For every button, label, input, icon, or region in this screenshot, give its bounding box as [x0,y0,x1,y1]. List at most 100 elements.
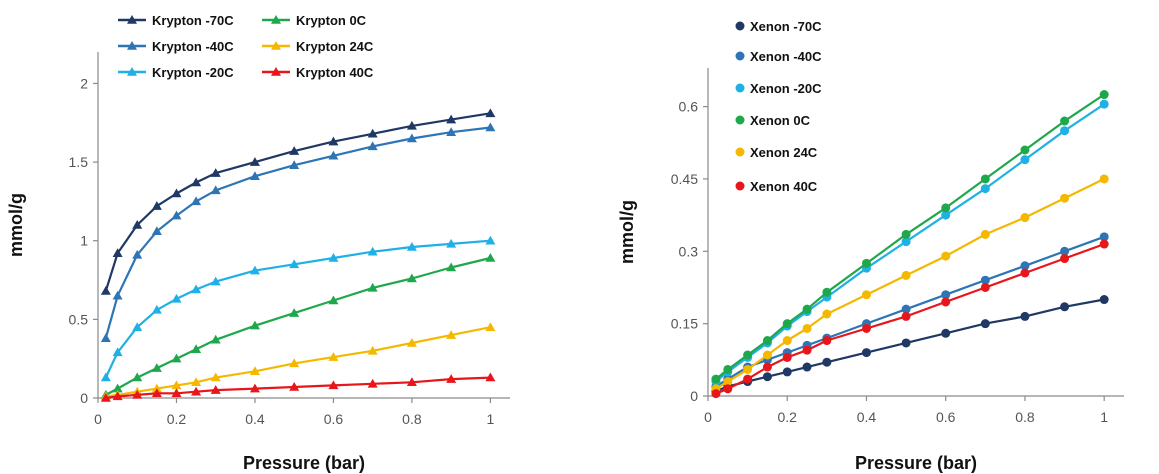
data-point [328,253,339,262]
data-point [151,226,162,236]
legend-item: Xenon 0C [735,113,811,128]
data-point [861,290,871,300]
x-tick-label: 0.2 [778,409,798,425]
data-point [446,374,457,383]
axes: 0 0.5 1 1.5 2 0 0.2 0.4 0.6 0.8 1 Pressure (bar) mmo… [6,52,510,473]
data-point [132,389,143,399]
data-point [941,203,951,213]
series-xenon-40c [711,239,1109,399]
data-point [191,344,202,353]
data-point [249,366,260,376]
series-line [104,239,491,379]
data-point [1060,254,1070,264]
series-line [715,298,1105,393]
data-point [743,364,753,374]
data-point [941,210,951,220]
data-point [171,293,182,303]
data-point [367,345,378,355]
data-point [782,367,792,377]
data-point [735,51,745,61]
data-point [1020,145,1030,155]
data-point [406,133,417,143]
legend-label: Xenon 24C [750,145,818,160]
data-point [171,380,182,390]
data-point [802,304,812,314]
x-axis-title: Pressure (bar) [855,453,977,473]
data-point [802,323,812,333]
data-point [406,120,417,130]
series-line [715,243,1105,395]
data-point [289,381,300,391]
data-point [901,304,911,314]
data-point [328,136,339,146]
data-point [446,127,457,136]
data-point [446,330,457,339]
x-tick-label: 0.6 [936,409,956,425]
series-krypton-70c [100,108,496,295]
data-point [132,322,143,331]
y-tick-label: 0.3 [679,243,699,259]
axes: 0 0.15 0.3 0.45 0.6 0 0.2 0.4 0.6 0.8 1 Pressure (b… [617,68,1124,473]
data-point [861,323,871,333]
data-point [743,350,753,360]
data-point [132,249,143,259]
series-line [104,112,491,292]
legend-label: Krypton -20C [152,65,234,80]
data-point [210,276,221,286]
data-point [171,210,182,220]
data-point [191,177,202,187]
data-point [289,308,300,317]
legend-label: Xenon -40C [750,49,822,64]
data-point [1020,311,1030,321]
data-point [367,141,378,151]
x-tick-label: 0.8 [402,411,422,427]
data-point [132,372,143,382]
data-point [367,128,378,138]
series-line [104,126,491,339]
data-point [249,171,260,180]
data-point [485,372,496,382]
y-tick-label: 0.6 [679,99,699,115]
data-point [941,297,951,307]
data-point [1060,126,1070,136]
data-point [249,383,260,393]
data-point [406,242,417,251]
legend-item: Xenon -70C [735,19,822,34]
data-point [861,258,871,268]
legend: Xenon -70C Xenon -40C Xenon -20C Xenon 0C Xe… [735,19,822,194]
data-point [762,336,772,346]
x-tick-label: 0.6 [324,411,344,427]
data-point [901,229,911,239]
data-point [822,336,832,346]
legend-label: Krypton 24C [296,39,374,54]
legend-item: Krypton 40C [262,65,374,80]
data-point [1020,155,1030,165]
legend-item: Xenon 40C [735,179,818,194]
data-point [743,374,753,384]
legend-label: Krypton -70C [152,13,234,28]
legend-label: Krypton -40C [152,39,234,54]
data-point [446,238,457,248]
y-tick-label: 1.5 [69,154,89,170]
data-point [191,386,202,396]
y-tick-label: 2 [80,75,88,91]
data-point [132,220,143,229]
data-point [980,275,990,285]
data-point [901,270,911,280]
data-point [735,181,745,191]
x-tick-label: 0.8 [1015,409,1035,425]
series-line [105,376,491,400]
data-point [1060,302,1070,312]
legend-label: Krypton 0C [296,13,367,28]
legend-label: Xenon -70C [750,19,822,34]
x-tick-label: 0 [704,409,712,425]
data-point [901,311,911,321]
data-point [112,290,123,300]
data-point [1099,174,1109,184]
y-tick-label: 0.45 [671,171,698,187]
data-point [210,372,221,382]
data-point [191,284,202,294]
data-point [735,115,745,125]
legend-label: Xenon 0C [750,113,811,128]
